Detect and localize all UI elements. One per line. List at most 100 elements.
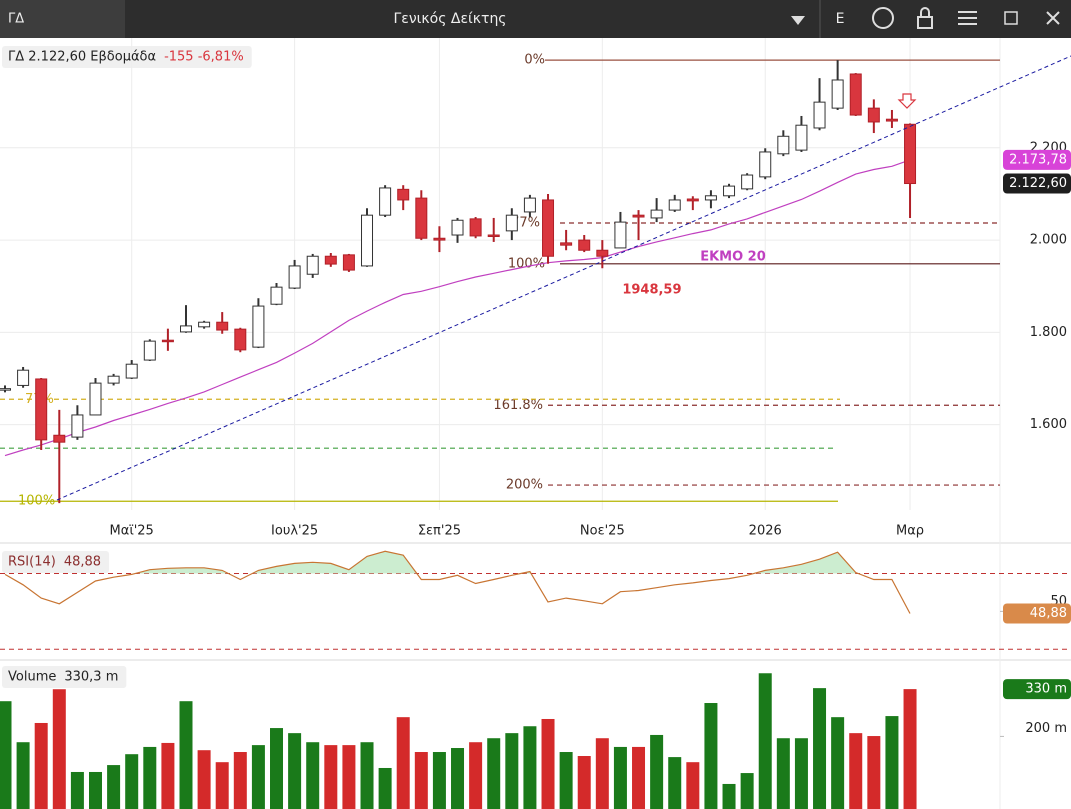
panel-header: 330,3 m — [64, 670, 118, 685]
close-button[interactable] — [1046, 11, 1060, 25]
volume-bar — [794, 738, 808, 809]
x-tick-label: Νοε'25 — [580, 524, 625, 539]
volume-bar — [776, 738, 790, 809]
overlay: EKMO 20 2.173,78 1948,59 2.122,60 ΓΔ 2.122,6… — [8, 50, 1071, 700]
symbol-tab[interactable] — [0, 0, 125, 38]
trend-line[interactable] — [56, 55, 1071, 501]
ema-value-label: 2.173,78 — [1009, 152, 1067, 167]
volume-bar — [903, 689, 917, 809]
candle-body — [252, 305, 265, 348]
candle-body — [397, 188, 410, 201]
volume-bar — [125, 754, 139, 809]
candle-body — [614, 221, 627, 249]
candle-body — [306, 255, 319, 275]
candle-body — [542, 199, 555, 257]
window-title: Γενικός Δείκτης — [393, 11, 506, 27]
candle-body — [107, 375, 120, 384]
candle-body — [723, 185, 736, 197]
volume-bar — [161, 742, 175, 809]
candle-body — [161, 339, 174, 343]
mode-button[interactable]: E — [836, 11, 845, 27]
volume-bar — [523, 726, 537, 809]
candle-body — [686, 198, 699, 202]
candle-body — [867, 107, 880, 123]
level-label: 0% — [524, 53, 545, 68]
volume-bar — [251, 745, 265, 809]
volume-bar — [541, 718, 555, 809]
candle-body — [342, 254, 355, 271]
candle-body — [849, 73, 862, 116]
volume-bar — [505, 733, 519, 809]
candle-body — [216, 321, 229, 331]
panel-header: RSI(14) — [8, 555, 56, 570]
signal-arrow — [897, 93, 917, 109]
rsi-value-label: 48,88 — [1030, 606, 1067, 621]
candle-body — [885, 118, 898, 122]
candle-body — [904, 123, 917, 185]
candle-body — [777, 135, 790, 155]
volume-bar — [849, 733, 863, 809]
volume-bar — [179, 701, 193, 809]
restore-button[interactable] — [1004, 11, 1018, 25]
candle-body — [813, 101, 826, 129]
volume-bar — [215, 762, 229, 809]
volume-bar — [813, 688, 827, 809]
volume-bar — [342, 745, 356, 809]
x-tick-label: Μαρ — [896, 524, 924, 539]
ema-value-label-background — [1003, 149, 1071, 170]
volume-bar — [650, 734, 664, 809]
low-annotation: 1948,59 — [622, 283, 681, 298]
candle-body — [89, 382, 102, 416]
header-background — [2, 551, 110, 573]
volume-bar — [758, 673, 772, 809]
volume-value-label: 330 m — [1025, 682, 1067, 697]
candle-body — [71, 414, 84, 438]
lock-button[interactable] — [917, 16, 933, 29]
lock-shackle — [920, 7, 930, 17]
quote-button[interactable] — [872, 7, 894, 29]
candle-body — [741, 174, 754, 190]
candle-body — [469, 218, 482, 237]
candle-body — [795, 124, 808, 151]
candle-body — [17, 369, 30, 386]
volume-bar — [722, 783, 736, 809]
candle-body — [415, 197, 428, 239]
x-tick-label: Μαϊ'25 — [110, 524, 154, 539]
volume-bar — [686, 762, 700, 809]
candle-body — [324, 255, 337, 265]
candle-body — [35, 378, 48, 441]
candle-body — [578, 239, 591, 251]
candle-body — [831, 79, 844, 109]
level-label: 100% — [18, 494, 55, 509]
candle-body — [361, 214, 374, 267]
candle-body — [596, 249, 609, 257]
level-label: 200% — [506, 478, 543, 493]
candle-body — [288, 265, 301, 289]
volume-bar — [469, 742, 483, 809]
volume-bar — [0, 701, 12, 809]
volume-bar — [197, 750, 211, 809]
overbought-area — [4, 551, 911, 574]
x-tick-label: 2026 — [749, 524, 782, 539]
volume-bar — [233, 752, 247, 809]
volume-bar — [668, 757, 682, 809]
plot — [0, 60, 917, 809]
candle-body — [433, 237, 446, 241]
candle-body — [560, 242, 573, 246]
candle-body — [180, 325, 193, 333]
volume-bar — [396, 717, 410, 809]
candle-body — [704, 195, 717, 201]
panel-header: Volume — [8, 670, 56, 685]
panel-header: 48,88 — [64, 555, 101, 570]
rsi-line — [4, 550, 911, 614]
menu-button[interactable] — [958, 11, 977, 25]
ema-line — [4, 159, 911, 457]
volume-bar — [487, 738, 501, 809]
volume-bar — [885, 716, 899, 809]
candle-body — [523, 197, 536, 213]
candle-body — [379, 187, 392, 216]
dropdown-button[interactable] — [791, 16, 805, 25]
volume-bar — [270, 728, 284, 809]
